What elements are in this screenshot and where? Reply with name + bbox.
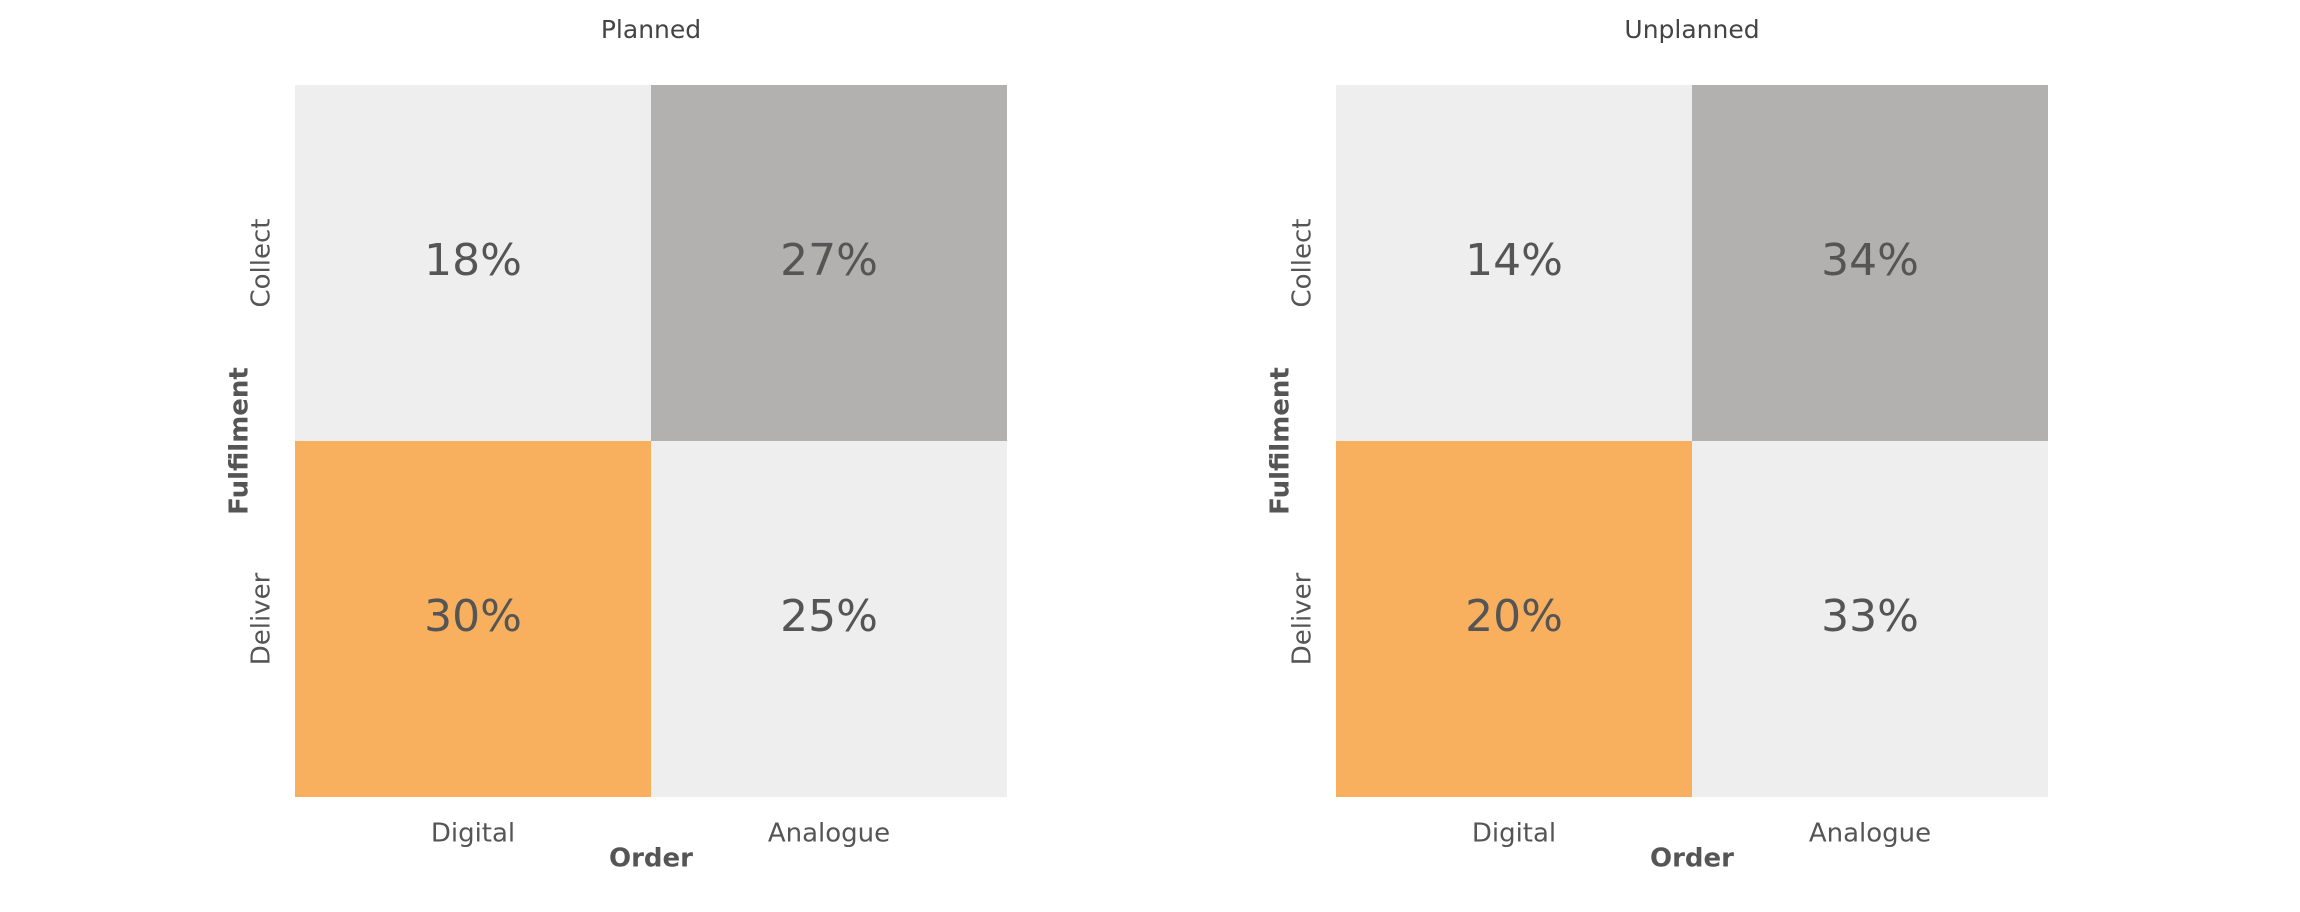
x-tick-label: Analogue xyxy=(1809,819,1931,849)
x-tick-label: Digital xyxy=(431,819,515,849)
chart-title: Unplanned xyxy=(1624,15,1759,44)
heatmap-cell xyxy=(1336,85,1692,441)
heatmap-cell xyxy=(295,441,651,797)
value-label: 27% xyxy=(780,235,878,286)
chart-title: Planned xyxy=(601,15,701,44)
value-label: 34% xyxy=(1821,235,1919,286)
value-label: 18% xyxy=(424,235,522,286)
heatmap-cell xyxy=(1336,441,1692,797)
y-tick-label: Collect xyxy=(1288,219,1318,308)
y-tick-label: Deliver xyxy=(1288,572,1318,665)
x-axis-label: Order xyxy=(609,844,693,874)
heatmap-cell xyxy=(1692,441,2048,797)
x-axis-label: Order xyxy=(1650,844,1734,874)
value-label: 30% xyxy=(424,591,522,642)
y-tick-label: Collect xyxy=(247,219,277,308)
x-tick-label: Analogue xyxy=(768,819,890,849)
y-axis-label: Fulfilment xyxy=(225,367,255,515)
heatmap-cell xyxy=(651,441,1007,797)
x-tick-label: Digital xyxy=(1472,819,1556,849)
heatmap-cell xyxy=(1692,85,2048,441)
value-label: 33% xyxy=(1821,591,1919,642)
value-label: 20% xyxy=(1465,591,1563,642)
y-axis-label: Fulfilment xyxy=(1266,367,1296,515)
heatmap-cell xyxy=(651,85,1007,441)
value-label: 25% xyxy=(780,591,878,642)
value-label: 14% xyxy=(1465,235,1563,286)
y-tick-label: Deliver xyxy=(247,572,277,665)
heatmap-cell xyxy=(295,85,651,441)
